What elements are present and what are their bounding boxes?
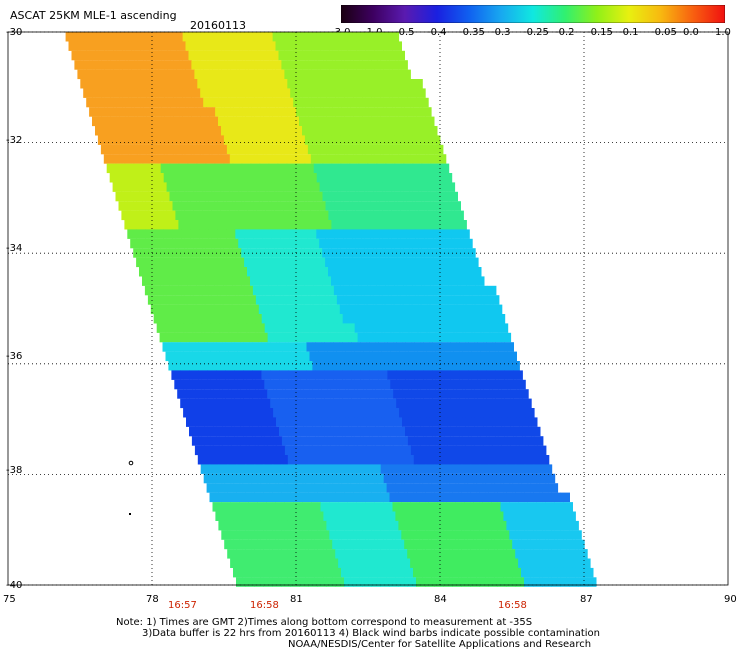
color-scale-bar [341, 5, 725, 23]
product-date: 20160113 [190, 19, 246, 32]
lat-label-40: -40 [6, 580, 23, 591]
lon-label-87: 87 [580, 594, 593, 605]
lon-label-81: 81 [290, 594, 303, 605]
color-scale-label: -0.1 [619, 27, 639, 38]
swath-cells [65, 32, 597, 587]
lon-label-75: 75 [3, 594, 16, 605]
color-scale-label: -0.15 [587, 27, 613, 38]
product-title: ASCAT 25KM MLE-1 ascending [10, 9, 177, 22]
color-scale-label: -0.5 [395, 27, 415, 38]
color-scale-label: -0.25 [523, 27, 549, 38]
color-scale-label: -0.4 [427, 27, 447, 38]
note-line-2: 3)Data buffer is 22 hrs from 20160113 4)… [142, 628, 600, 639]
map-frame [7, 31, 729, 586]
time-label-2: 16:58 [250, 600, 279, 611]
lat-label-36: -36 [6, 351, 23, 362]
note-line-3: NOAA/NESDIS/Center for Satellite Applica… [288, 639, 592, 650]
island-marker [129, 513, 131, 515]
color-scale-label: -0.2 [555, 27, 575, 38]
color-scale-label: -0.05 [651, 27, 677, 38]
note-line-1: Note: 1) Times are GMT 2)Times along bot… [116, 617, 533, 628]
color-scale-label: 0.0 [683, 27, 699, 38]
time-label-1: 16:57 [168, 600, 197, 611]
lat-label-34: -34 [6, 243, 23, 254]
color-scale-label: -0.3 [491, 27, 511, 38]
island-marker [128, 460, 134, 466]
lon-label-78: 78 [146, 594, 159, 605]
lon-label-84: 84 [434, 594, 447, 605]
lon-label-90: 90 [724, 594, 737, 605]
time-label-3: 16:58 [498, 600, 527, 611]
lat-label-38: -38 [6, 465, 23, 476]
color-scale-gradient [341, 5, 725, 23]
color-scale-label: -0.35 [459, 27, 485, 38]
lat-label-32: -32 [6, 135, 23, 146]
color-scale-label: 1.0 [715, 27, 731, 38]
lat-label-30: -30 [6, 27, 23, 38]
